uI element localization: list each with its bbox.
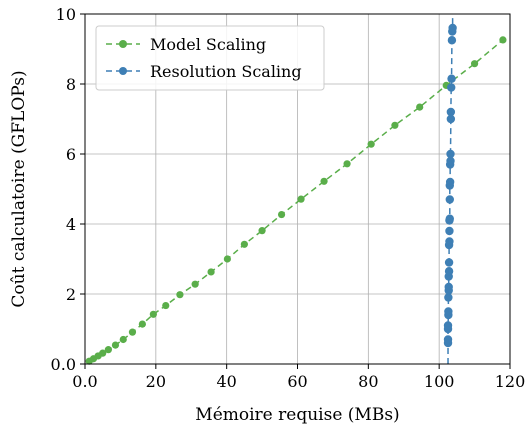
- data-point: [320, 177, 328, 185]
- x-tick-label: 0.0: [72, 372, 97, 391]
- legend-label: Model Scaling: [150, 35, 266, 54]
- y-tick-label: 6: [66, 145, 76, 164]
- data-point: [446, 149, 455, 159]
- x-tick-label: 100: [424, 372, 455, 391]
- data-point: [343, 160, 351, 168]
- data-point: [149, 310, 157, 318]
- x-tick-label: 60: [287, 372, 307, 391]
- data-point: [447, 36, 457, 45]
- data-point: [297, 195, 305, 203]
- data-point: [447, 74, 456, 83]
- series-0: [85, 36, 507, 365]
- data-point: [416, 103, 424, 111]
- data-point: [444, 267, 454, 276]
- data-point: [445, 237, 454, 246]
- data-point: [444, 307, 453, 316]
- legend-label: Resolution Scaling: [150, 62, 302, 81]
- legend-items: Model Scaling Resolution Scaling: [106, 35, 302, 81]
- x-tick-label: 40: [216, 372, 236, 391]
- y-tick-label: 8: [66, 75, 76, 94]
- x-tick-label: 80: [358, 372, 378, 391]
- data-point: [367, 140, 375, 148]
- data-point: [444, 282, 453, 292]
- data-point: [443, 321, 453, 330]
- data-point: [99, 349, 107, 357]
- x-tick-label: 120: [495, 372, 526, 391]
- legend-item-0: Model Scaling: [106, 35, 266, 54]
- data-point: [176, 291, 184, 299]
- data-point: [207, 268, 215, 276]
- legend: Model Scaling Resolution Scaling: [95, 25, 325, 91]
- data-point: [240, 240, 248, 248]
- data-point: [111, 341, 120, 349]
- data-point: [258, 227, 266, 235]
- data-point: [191, 280, 199, 288]
- data-point: [119, 335, 127, 344]
- x-axis-label: Mémoire requise (MBs): [195, 405, 399, 425]
- data-point: [445, 214, 454, 223]
- y-tick-label: 2: [66, 285, 76, 304]
- data-point: [444, 258, 454, 267]
- y-tick-label: 0.0: [51, 355, 76, 374]
- data-point: [128, 328, 137, 336]
- legend-item-1: Resolution Scaling: [106, 62, 302, 81]
- data-point: [104, 346, 112, 354]
- series-1: [443, 14, 457, 364]
- legend-box: [95, 25, 325, 91]
- data-point: [277, 210, 286, 219]
- legend-marker: [119, 67, 127, 75]
- data-point: [223, 255, 231, 263]
- y-tick-label: 4: [66, 215, 76, 234]
- data-point: [446, 107, 456, 117]
- data-point: [443, 335, 453, 344]
- data-point: [447, 83, 456, 92]
- series-layer: [85, 14, 507, 365]
- y-axis-label: Coût calculatoire (GFLOPs): [9, 70, 29, 307]
- data-point: [446, 114, 456, 124]
- y-tick-label: 10: [56, 5, 76, 24]
- legend-marker: [119, 40, 127, 48]
- data-point: [391, 121, 399, 129]
- x-tick-label: 20: [146, 372, 166, 391]
- data-point: [162, 301, 170, 310]
- data-point: [445, 195, 454, 204]
- data-point: [138, 320, 146, 328]
- data-point: [448, 23, 457, 33]
- data-point: [445, 177, 455, 187]
- ticks: 0.0 20 40 60 80 100 120 0.0 2 4 6 8 10: [51, 5, 526, 391]
- data-point: [446, 156, 455, 166]
- data-point: [470, 60, 479, 68]
- data-point: [499, 36, 507, 44]
- data-point: [444, 293, 453, 302]
- data-point: [445, 226, 454, 236]
